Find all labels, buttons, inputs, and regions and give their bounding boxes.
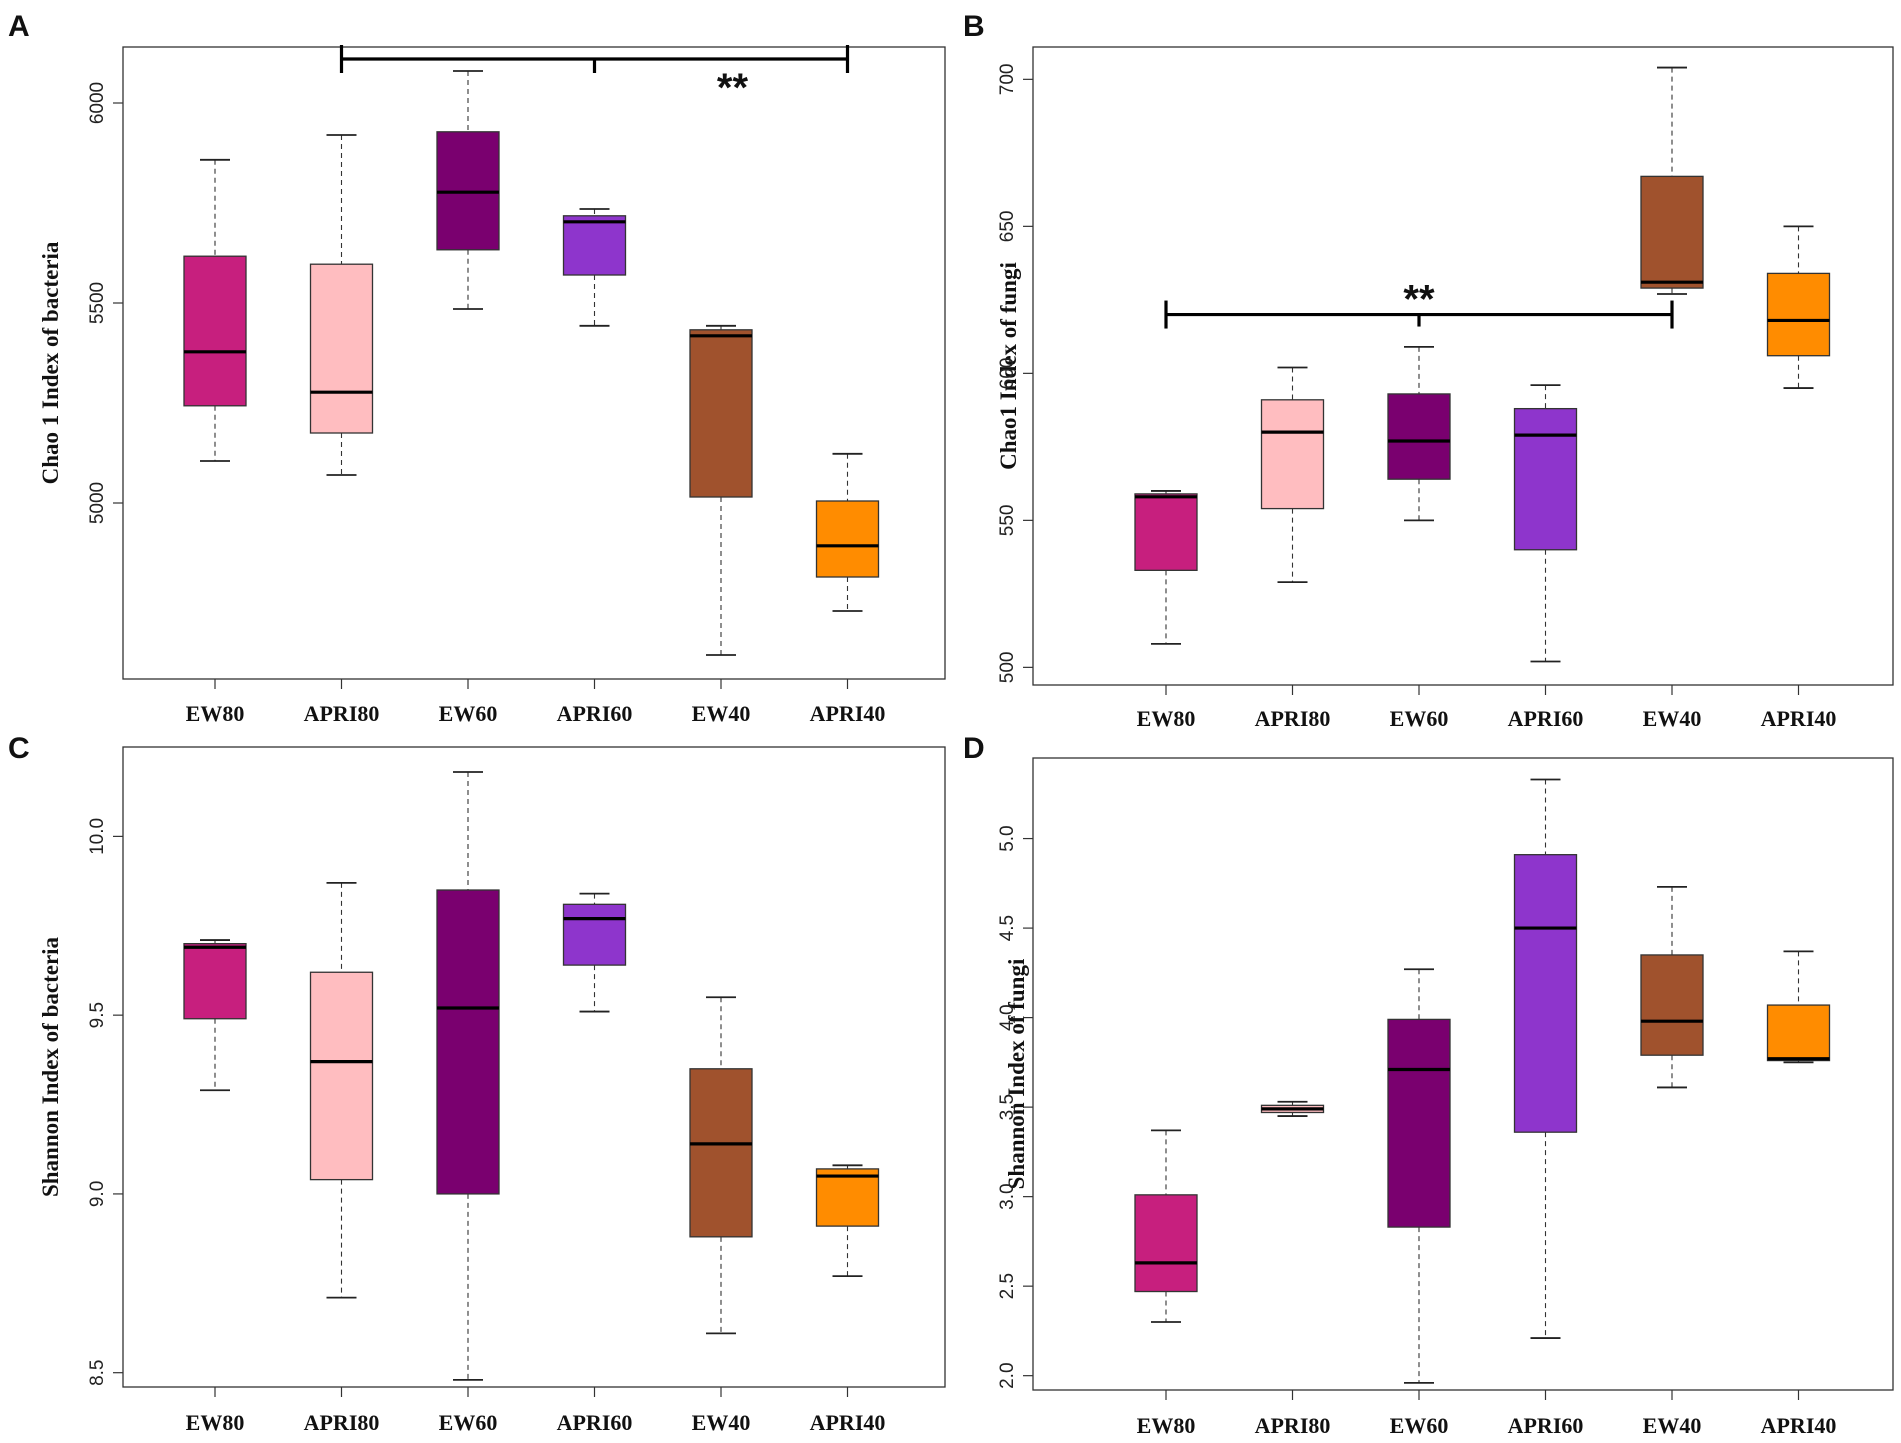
panel-c-y-tick-label: 10.0: [87, 818, 108, 855]
panel-a-x-tick-label-apri60: APRI60: [557, 701, 633, 726]
panel-c-x-tick-label-ew80: EW80: [186, 1410, 245, 1435]
panel-b-significance-label: **: [1403, 278, 1435, 322]
panel-a-letter: A: [8, 10, 30, 43]
panel-a-x-tick-label-ew40: EW40: [692, 701, 751, 726]
panel-d-ew60-box: [1387, 1018, 1451, 1228]
panel-c-y-tick-label: 9.0: [87, 1181, 108, 1207]
panel-d-y-tick-label: 2.0: [997, 1362, 1018, 1388]
panel-c-y-tick-label: 8.5: [87, 1359, 108, 1385]
panel-d-x-tick-label-apri60: APRI60: [1508, 1413, 1584, 1438]
panel-b-ew40-box: [1640, 175, 1704, 289]
panel-a-apri60-box: [562, 215, 627, 276]
panel-b-apri80-box: [1260, 399, 1325, 510]
panel-a-y-tick-label: 6000: [87, 82, 108, 124]
panel-c-x-tick-label-apri60: APRI60: [557, 1410, 633, 1435]
panel-c-ew40-box: [689, 1068, 753, 1238]
panel-d-apri60-box: [1513, 854, 1578, 1133]
panel-a-significance-label: **: [717, 66, 749, 110]
panel-b-apri60-box: [1513, 407, 1578, 551]
panel-a-ew40-box: [689, 329, 753, 498]
panel-c-ew60-box: [436, 889, 500, 1195]
panel-a-ew80-box: [183, 255, 247, 407]
panel-d-ew80-box: [1134, 1194, 1198, 1293]
panel-d-y-axis-label: Shannon Index of fungi: [1004, 958, 1029, 1189]
panel-c-apri80-box: [309, 971, 374, 1181]
panel-d-letter: D: [963, 732, 985, 765]
panel-d-x-tick-label-ew60: EW60: [1390, 1413, 1449, 1438]
panel-d-x-tick-label-apri40: APRI40: [1761, 1413, 1837, 1438]
panel-a-y-tick-label: 5000: [87, 482, 108, 524]
panel-b-x-tick-label-ew60: EW60: [1390, 706, 1449, 731]
panel-d-x-tick-label-ew40: EW40: [1643, 1413, 1702, 1438]
panel-b-frame: [1032, 46, 1894, 686]
panel-a-x-tick-label-apri80: APRI80: [304, 701, 380, 726]
panel-c-x-tick-label-ew40: EW40: [692, 1410, 751, 1435]
panel-b-y-tick-label: 700: [997, 63, 1018, 95]
panel-c-frame: [122, 746, 946, 1388]
panel-d-y-tick-label: 3.5: [997, 1094, 1018, 1120]
panel-d-y-tick-label: 4.0: [997, 1004, 1018, 1030]
panel-b-x-tick-label-apri60: APRI60: [1508, 706, 1584, 731]
panel-b-ew80-box: [1134, 493, 1198, 571]
panel-c-x-tick-label-ew60: EW60: [439, 1410, 498, 1435]
panel-d-y-tick-label: 3.0: [997, 1183, 1018, 1209]
panel-b-ew60-box: [1387, 393, 1451, 480]
panel-d-apri40-box: [1766, 1004, 1831, 1062]
panel-b-y-tick-label: 550: [997, 505, 1018, 537]
panel-d-x-tick-label-ew80: EW80: [1137, 1413, 1196, 1438]
panel-b-x-tick-label-apri40: APRI40: [1761, 706, 1837, 731]
panel-a-x-tick-label-apri40: APRI40: [810, 701, 886, 726]
panel-a-frame: [122, 46, 946, 680]
panel-d-y-tick-label: 4.5: [997, 915, 1018, 941]
panel-b-y-tick-label: 650: [997, 210, 1018, 242]
panel-d-x-tick-label-apri80: APRI80: [1255, 1413, 1331, 1438]
panel-b-y-tick-label: 500: [997, 652, 1018, 684]
panel-d-y-tick-label: 2.5: [997, 1273, 1018, 1299]
panel-c-apri60-box: [562, 903, 627, 966]
panel-c-x-tick-label-apri40: APRI40: [810, 1410, 886, 1435]
panel-a-x-tick-label-ew80: EW80: [186, 701, 245, 726]
panel-d-ew40-box: [1640, 954, 1704, 1056]
panel-c-ew80-box: [183, 942, 247, 1020]
panel-b-x-tick-label-ew40: EW40: [1643, 706, 1702, 731]
panel-a-apri40-box: [815, 500, 880, 578]
panel-d-y-tick-label: 5.0: [997, 825, 1018, 851]
panel-d-frame: [1032, 757, 1894, 1391]
panel-c-apri40-box: [815, 1168, 880, 1227]
panel-b-y-tick-label: 600: [997, 357, 1018, 389]
panel-b-apri40-box: [1766, 272, 1831, 357]
panel-a-x-tick-label-ew60: EW60: [439, 701, 498, 726]
panel-a-y-tick-label: 5500: [87, 282, 108, 324]
panel-b-letter: B: [963, 10, 985, 43]
panel-c-y-tick-label: 9.5: [87, 1002, 108, 1028]
panel-a-apri80-box: [309, 263, 374, 434]
panel-c-x-tick-label-apri80: APRI80: [304, 1410, 380, 1435]
panel-b-x-tick-label-apri80: APRI80: [1255, 706, 1331, 731]
panel-c-y-axis-label: Shannon Index of bacteria: [38, 936, 63, 1197]
panel-b-x-tick-label-ew80: EW80: [1137, 706, 1196, 731]
panel-b-y-axis-label: Chao1 Index of fungi: [996, 262, 1021, 470]
panel-a-y-axis-label: Chao 1 Index of bacteria: [38, 241, 63, 484]
panel-c-letter: C: [8, 732, 30, 765]
